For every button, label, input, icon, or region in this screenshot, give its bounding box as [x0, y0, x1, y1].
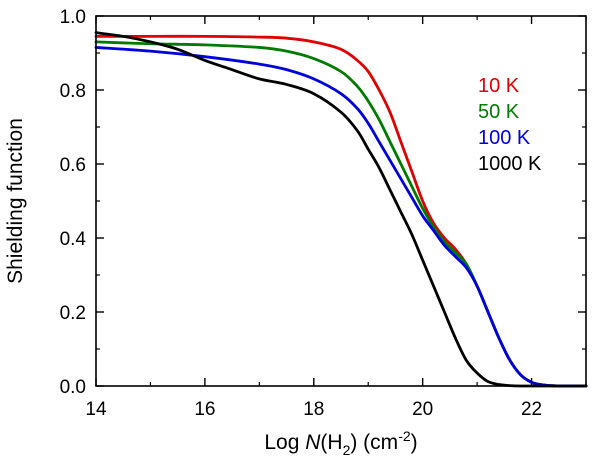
- y-tick-label: 0.2: [60, 303, 86, 324]
- y-tick-label: 0.4: [60, 229, 87, 250]
- series-line-100k: [94, 46, 588, 388]
- x-axis-label-subscript: 2: [343, 442, 351, 458]
- y-tick-label: 0.0: [60, 377, 86, 398]
- x-axis-label-symbol: N: [305, 431, 321, 454]
- x-tick-label: 18: [303, 399, 324, 420]
- legend-entry-50k: 50 K: [478, 101, 520, 123]
- y-tick-label: 0.8: [60, 81, 86, 102]
- x-tick-label: 22: [521, 399, 542, 420]
- legend-entry-1000k: 1000 K: [478, 153, 542, 175]
- y-tick-label: 0.6: [60, 155, 86, 176]
- x-tick-label: 16: [194, 399, 215, 420]
- y-tick-label: 1.0: [60, 7, 86, 28]
- x-axis-label: Log N(H2) (cm-2): [264, 428, 417, 458]
- x-tick-label: 20: [412, 399, 433, 420]
- y-axis-label: Shielding function: [4, 118, 27, 284]
- series-line-1000k: [94, 31, 588, 388]
- plot-frame: [95, 15, 587, 387]
- x-axis-label-prefix: Log: [264, 431, 305, 454]
- plot-area: [96, 16, 586, 386]
- legend-entry-100k: 100 K: [478, 127, 531, 149]
- x-tick-label: 14: [85, 399, 107, 420]
- legend-entry-10k: 10 K: [478, 75, 520, 97]
- x-axis-label-superscript: -2: [398, 428, 411, 444]
- series-layer: [94, 31, 588, 388]
- x-axis-label-after: ) (cm: [350, 431, 398, 454]
- x-axis-label-mid: (H: [320, 431, 342, 454]
- legend: 10 K 50 K 100 K 1000 K: [478, 75, 542, 175]
- ticks-layer: 14 16 18 20 22 0.0 0.2 0.4 0.6 0.8 1.0: [60, 7, 587, 420]
- x-axis-label-end: ): [411, 431, 418, 454]
